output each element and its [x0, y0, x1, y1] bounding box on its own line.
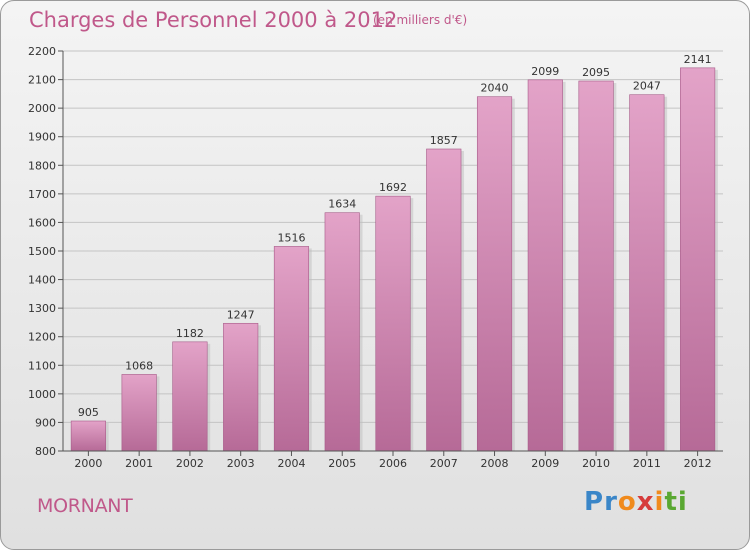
x-tick-label: 2007 [430, 457, 458, 470]
y-tick-label: 1800 [28, 159, 56, 172]
chart-title: Charges de Personnel 2000 à 2012 [29, 8, 398, 32]
x-tick-label: 2004 [277, 457, 305, 470]
y-tick-label: 2100 [28, 74, 56, 87]
y-tick-label: 800 [35, 445, 56, 458]
bar-2010 [578, 80, 614, 452]
x-tick-label: 2003 [227, 457, 255, 470]
data-label: 1634 [328, 198, 356, 211]
commune-name: MORNANT [37, 495, 133, 517]
y-tick-label: 2200 [28, 45, 56, 58]
data-label: 1857 [430, 134, 458, 147]
y-tick-label: 1500 [28, 245, 56, 258]
data-label: 1692 [379, 181, 407, 194]
y-tick-label: 1000 [28, 388, 56, 401]
x-tick-label: 2001 [125, 457, 153, 470]
x-tick-label: 2005 [328, 457, 356, 470]
bar-2003 [223, 322, 259, 452]
logo-letter: o [617, 487, 637, 517]
bar-2002 [172, 341, 208, 452]
y-tick-label: 900 [35, 416, 56, 429]
x-tick-label: 2002 [176, 457, 204, 470]
x-tick-label: 2012 [684, 457, 712, 470]
logo-letter: x [636, 487, 655, 517]
data-label: 2040 [481, 82, 509, 95]
data-labels: 905 1068 1182 1247 1516 1634 1692 1857 2040 2099 2… [78, 53, 712, 419]
logo-letter: P [584, 487, 605, 517]
bars [70, 67, 718, 452]
chart-subtitle: (en milliers d'€) [373, 13, 468, 27]
bar-2006 [375, 195, 411, 452]
logo-letter: i [677, 487, 688, 517]
x-tick-label: 2006 [379, 457, 407, 470]
y-tick-label: 2000 [28, 102, 56, 115]
data-label: 1068 [125, 359, 153, 372]
y-tick-label: 1900 [28, 131, 56, 144]
bar-2004 [273, 246, 310, 452]
logo-letter: r [604, 487, 618, 517]
axes: 800 900 1000 1100 1200 1300 1400 1500 1600 1700 18… [28, 45, 723, 470]
proxiti-logo[interactable]: Proxiti [584, 487, 688, 517]
bar-2008 [476, 96, 513, 452]
y-tick-label: 1200 [28, 331, 56, 344]
data-label: 2099 [531, 65, 559, 78]
bar-2001 [121, 374, 157, 452]
data-label: 1516 [277, 231, 305, 244]
bar-2009 [527, 79, 563, 452]
data-label: 1247 [227, 308, 255, 321]
logo-letter: i [654, 487, 665, 517]
y-tick-label: 1400 [28, 274, 56, 287]
data-label: 1182 [176, 327, 204, 340]
y-tick-label: 1600 [28, 216, 56, 229]
y-tick-label: 1300 [28, 302, 56, 315]
bar-2005 [324, 212, 360, 452]
data-label: 2095 [582, 66, 610, 79]
bar-2012 [680, 67, 716, 452]
bar-2011 [629, 94, 665, 452]
logo-letter: t [664, 487, 678, 517]
data-label: 905 [78, 406, 99, 419]
y-tick-label: 1100 [28, 359, 56, 372]
x-tick-label: 2010 [582, 457, 610, 470]
data-label: 2047 [633, 80, 661, 93]
data-label: 2141 [684, 53, 712, 66]
x-tick-label: 2009 [531, 457, 559, 470]
x-tick-label: 2008 [481, 457, 509, 470]
x-tick-label: 2011 [633, 457, 661, 470]
bar-2000 [70, 420, 106, 452]
bar-2007 [426, 148, 462, 452]
x-tick-label: 2000 [74, 457, 102, 470]
y-tick-label: 1700 [28, 188, 56, 201]
